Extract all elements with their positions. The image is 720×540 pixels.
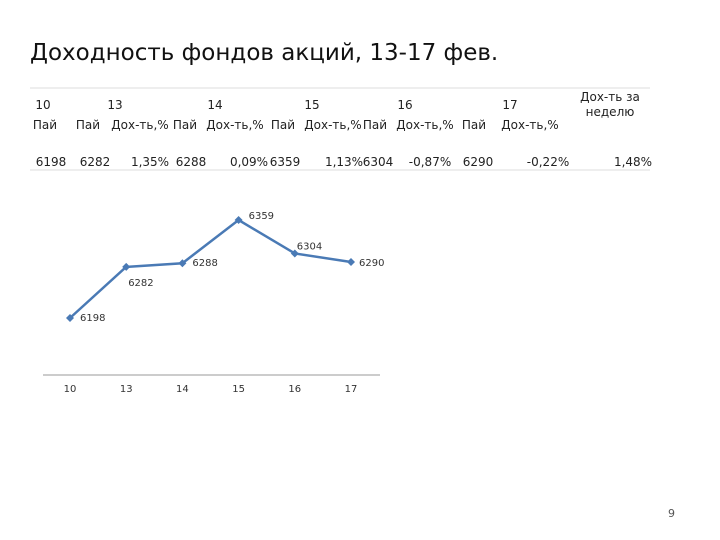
data-cell: -0,22% [526,155,570,169]
data-label: 6288 [192,258,217,269]
header-cell: Дох-ть за неделю [580,90,640,119]
header-cell: 10 [35,98,51,112]
data-cell: 1,35% [130,155,170,169]
subheader-cell: Пай [362,118,388,132]
x-tick-label: 17 [345,384,358,395]
data-cell: 6198 [35,155,67,169]
subheader-cell: Дох-ть,% [501,118,559,132]
slide-title: Доходность фондов акций, 13-17 фев. [30,40,499,66]
subheader-cell: Пай [270,118,296,132]
subheader-cell: Пай [461,118,487,132]
data-label: 6282 [128,278,153,289]
subheader-cell: Дох-ть,% [111,118,169,132]
marker [347,258,355,266]
subheader-cell: Пай [172,118,198,132]
header-cell: 16 [397,98,413,112]
x-tick-label: 10 [64,384,77,395]
data-cell: 6288 [175,155,207,169]
data-label: 6304 [297,241,322,252]
line [69,218,352,319]
subheader-cell: Пай [75,118,101,132]
data-cell: 6290 [462,155,494,169]
x-tick-label: 14 [176,384,189,395]
header-cell: 14 [207,98,223,112]
data-cell: 6282 [79,155,111,169]
data-cell: 1,13% [324,155,364,169]
marker [122,262,131,271]
page-number: 9 [668,507,675,520]
data-cell: 1,48% [613,155,653,169]
subheader-cell: Дох-ть,% [304,118,362,132]
data-cell: -0,87% [408,155,452,169]
subheader-cell: Дох-ть,% [396,118,454,132]
marker [178,259,187,268]
header-cell: 17 [502,98,518,112]
marker [66,314,74,322]
data-cell: 6359 [269,155,301,169]
marker [290,249,299,258]
data-label: 6198 [80,313,105,324]
header-cell: 13 [107,98,123,112]
header-cell: 15 [304,98,320,112]
subheader-cell: Дох-ть,% [206,118,264,132]
x-tick-label: 15 [232,384,245,395]
data-cell: 0,09% [229,155,269,169]
subheader-cell: Пай [32,118,58,132]
data-cell: 6304 [362,155,394,169]
data-label: 6290 [359,258,384,269]
data-label: 6359 [249,211,274,222]
marker [234,216,243,224]
x-tick-label: 13 [120,384,133,395]
x-tick-label: 16 [288,384,301,395]
